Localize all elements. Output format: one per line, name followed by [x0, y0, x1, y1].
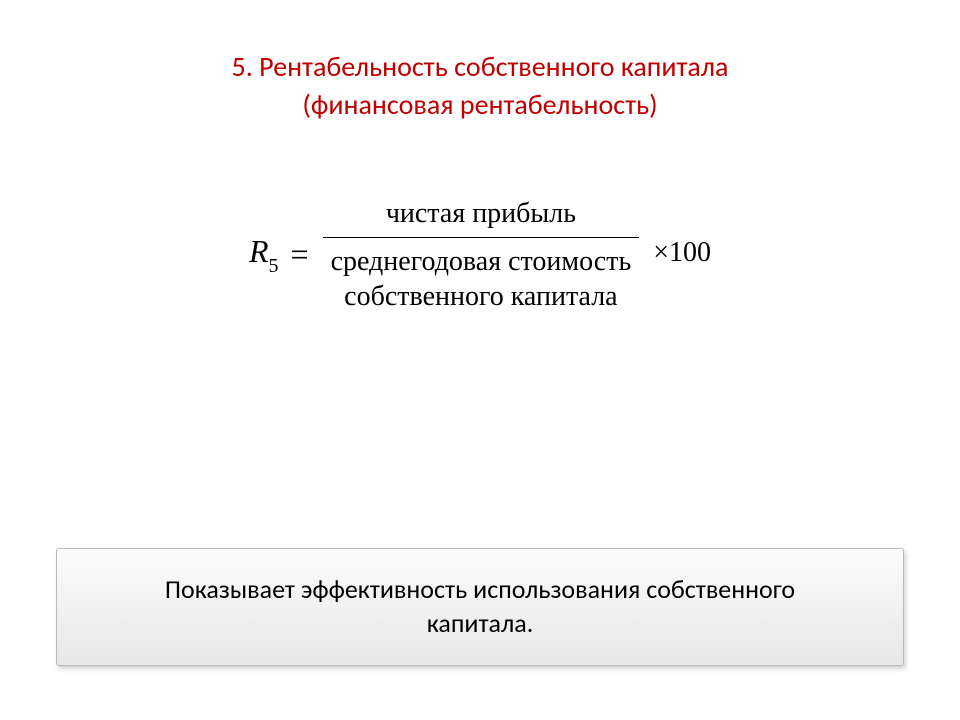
formula-subscript: 5: [269, 255, 279, 277]
formula-mult-symbol: ×: [653, 237, 669, 268]
formula-fraction: чистая прибыль среднегодовая стоимость с…: [323, 196, 640, 314]
formula-mult-value: 100: [669, 237, 711, 268]
formula-denominator-line-2: собственного капитала: [331, 279, 632, 314]
formula-numerator: чистая прибыль: [378, 196, 584, 237]
description-line-2: капитала.: [87, 607, 873, 641]
formula-multiplier: ×100: [653, 237, 711, 269]
description-line-1: Показывает эффективность использования с…: [87, 573, 873, 607]
formula-variable-letter: R: [249, 233, 269, 269]
title-line-2: (финансовая рентабельность): [0, 86, 960, 124]
formula-variable: R5: [249, 233, 279, 275]
formula-denominator-line-1: среднегодовая стоимость: [331, 244, 632, 279]
slide-title: 5. Рентабельность собственного капитала …: [0, 0, 960, 124]
description-box: Показывает эффективность использования с…: [56, 548, 904, 666]
formula-denominator: среднегодовая стоимость собственного кап…: [323, 238, 640, 314]
title-line-1: 5. Рентабельность собственного капитала: [0, 48, 960, 86]
formula: R5 = чистая прибыль среднегодовая стоимо…: [0, 196, 960, 314]
description-text: Показывает эффективность использования с…: [87, 573, 873, 641]
formula-equals: =: [291, 236, 309, 273]
